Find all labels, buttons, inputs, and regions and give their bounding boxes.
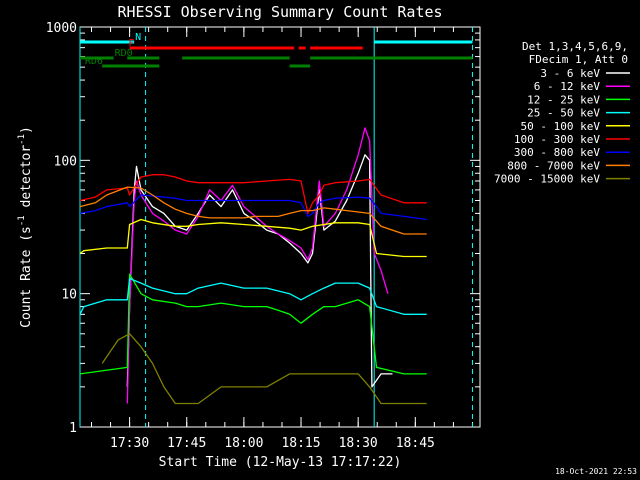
- legend-label: 12 - 25 keV: [527, 93, 600, 106]
- legend-label: 300 - 800 keV: [514, 146, 600, 159]
- series-line: [79, 194, 427, 221]
- legend-header-line2: FDecim 1, Att 0: [529, 53, 628, 66]
- x-axis-label: Start Time (12-May-13 17:17:22): [159, 455, 402, 470]
- flag-label: RD0: [115, 48, 133, 59]
- flag-label: N: [135, 32, 141, 43]
- series-line: [126, 154, 393, 388]
- flag-label: RD6: [85, 56, 103, 67]
- tick-labels: 1 10 100 1000 17:30 17:45 18:00 18:15 18:30 18:45: [46, 21, 435, 451]
- legend-label: 50 - 100 keV: [521, 120, 601, 133]
- x-tick-label: 18:15: [281, 436, 320, 451]
- series-line: [126, 127, 389, 404]
- axis-ticks: [80, 26, 480, 428]
- series-line: [101, 333, 427, 405]
- observing-markers: [79, 27, 473, 427]
- x-tick-label: 18:00: [224, 436, 263, 451]
- x-tick-label: 17:30: [110, 436, 149, 451]
- legend-label: 100 - 300 keV: [514, 133, 600, 146]
- series-line: [79, 186, 427, 235]
- chart-title: RHESSI Observing Summary Count Rates: [117, 3, 442, 21]
- x-tick-label: 18:45: [396, 436, 435, 451]
- generation-timestamp: 18-Oct-2021 22:53: [555, 467, 637, 476]
- legend-label: 7000 - 15000 keV: [494, 173, 600, 186]
- legend-label: 25 - 50 keV: [527, 107, 600, 120]
- y-axis-label: Count Rate (s-1 detector-1): [17, 126, 34, 328]
- series-lines: [79, 127, 427, 405]
- series-line: [79, 218, 427, 258]
- x-tick-label: 18:30: [339, 436, 378, 451]
- legend-header-line1: Det 1,3,4,5,6,9,: [522, 40, 628, 53]
- series-line: [79, 174, 427, 215]
- legend: Det 1,3,4,5,6,9, FDecim 1, Att 0 3 - 6 k…: [494, 40, 630, 186]
- x-tick-label: 17:45: [167, 436, 206, 451]
- y-tick-label: 10: [61, 288, 77, 303]
- series-line: [79, 277, 427, 315]
- flag-label: F: [128, 38, 134, 49]
- y-tick-label: 100: [54, 154, 77, 169]
- y-tick-label: 1000: [46, 21, 77, 36]
- series-line: [79, 273, 427, 375]
- y-tick-label: 1: [69, 421, 77, 436]
- legend-label: 6 - 12 keV: [534, 80, 601, 93]
- legend-label: 800 - 7000 keV: [507, 159, 600, 172]
- legend-label: 3 - 6 keV: [540, 67, 600, 80]
